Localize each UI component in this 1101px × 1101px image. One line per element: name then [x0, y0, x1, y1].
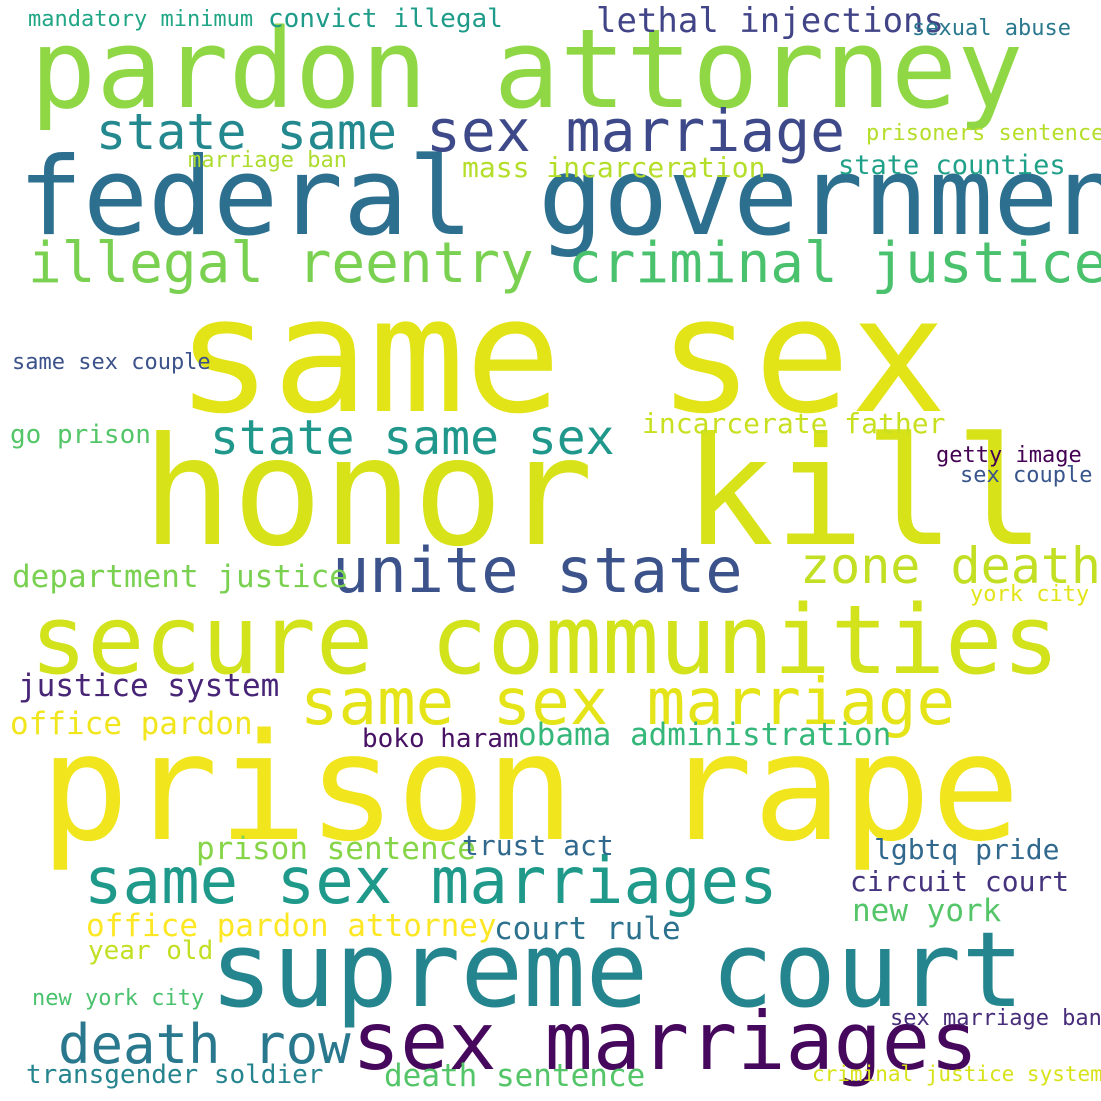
word-same-sex-couple: same sex couple: [12, 350, 211, 375]
word-mandatory-minimum: mandatory minimum: [28, 7, 254, 32]
word-same-sex-marriage: same sex marriage: [300, 666, 956, 740]
word-death-sentence: death sentence: [384, 1058, 646, 1094]
word-department-justice: department justice: [12, 559, 348, 595]
word-state-counties: state counties: [838, 150, 1066, 181]
word-sexual-abuse: sexual abuse: [912, 16, 1071, 41]
word-criminal-justice-system: criminal justice system: [812, 1062, 1101, 1086]
word-incarcerate-father: incarcerate father: [642, 407, 946, 440]
word-prison-sentence: prison sentence: [196, 831, 476, 867]
word-circuit-court: circuit court: [850, 865, 1070, 898]
word-federal-government: federal government: [18, 135, 1101, 260]
word-court-rule: court rule: [494, 911, 681, 947]
word-getty-image: getty image: [936, 443, 1082, 468]
word-new-york: new york: [852, 893, 1002, 929]
word-transgender-soldier: transgender soldier: [26, 1060, 324, 1090]
word-convict-illegal: convict illegal: [268, 4, 503, 34]
word-honor-kill: honor kill: [142, 406, 1046, 580]
word-sex-marriage-ban: sex marriage ban: [890, 1006, 1101, 1031]
word-prison-rape: prison rape: [40, 702, 1021, 874]
word-prisoners-sentence: prisoners sentence: [866, 121, 1101, 146]
word-lgbtq-pride: lgbtq pride: [874, 833, 1060, 866]
word-criminal-justice: criminal justice: [568, 231, 1101, 296]
word-pardon-attorney: pardon attorney: [30, 5, 1024, 133]
word-go-prison: go prison: [10, 420, 151, 450]
word-same-sex-marriages: same sex marriages: [84, 845, 778, 919]
word-trust-act: trust act: [462, 829, 614, 862]
word-sex-marriages: sex marriages: [352, 995, 979, 1088]
word-supreme-court: supreme court: [210, 909, 1024, 1031]
word-justice-system: justice system: [18, 668, 280, 704]
word-york-city: york city: [970, 582, 1090, 607]
word-state-same: state same: [96, 103, 398, 161]
word-new-york-city: new york city: [32, 986, 205, 1011]
word-office-pardon: office pardon: [10, 706, 253, 742]
word-year-old: year old: [88, 936, 214, 966]
word-obama-administration: obama administration: [518, 717, 892, 753]
word-state-same-sex: state same sex: [210, 410, 615, 466]
word-sex-couple: sex couple: [960, 463, 1093, 488]
word-lethal-injections: lethal injections: [596, 1, 944, 41]
word-death-row: death row: [58, 1013, 351, 1076]
word-mass-incarceration: mass incarceration: [462, 151, 766, 184]
word-sex-marriage: sex marriage: [426, 97, 846, 165]
word-illegal-reentry: illegal reentry: [28, 231, 534, 296]
word-same-sex: same sex: [176, 262, 947, 449]
word-marriage-ban: marriage ban: [188, 148, 347, 173]
word-unite-state: unite state: [332, 534, 743, 607]
word-boko-haram: boko haram: [362, 724, 519, 754]
word-secure-communities: secure communities: [30, 586, 1060, 696]
word-office-pardon-attorney: office pardon attorney: [86, 908, 497, 944]
word-zone-death: zone death: [800, 537, 1101, 595]
